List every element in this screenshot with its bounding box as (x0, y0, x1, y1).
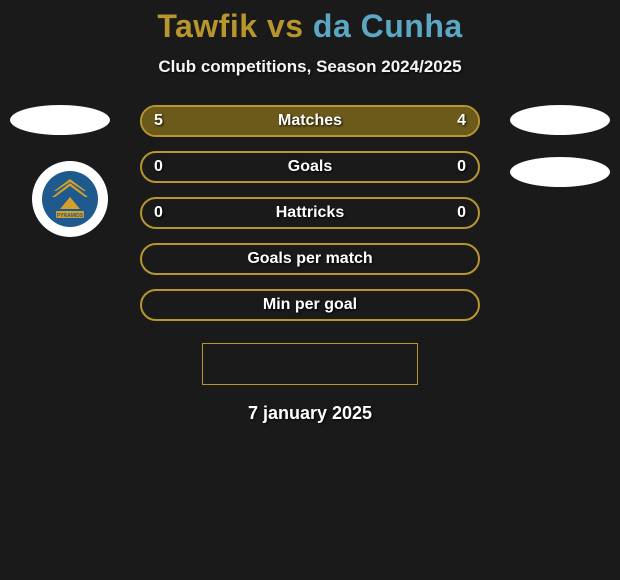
stat-row: Min per goal (140, 289, 480, 321)
title-vs: vs (258, 8, 313, 44)
chart-icon (240, 356, 262, 372)
stat-right-value: 0 (457, 158, 466, 176)
stat-left-value: 0 (154, 158, 163, 176)
player1-badge (10, 105, 110, 135)
date-text: 7 january 2025 (0, 403, 620, 424)
stat-row: 0 Hattricks 0 (140, 197, 480, 229)
title-player1: Tawfik (157, 8, 257, 44)
infographic-container: Tawfik vs da Cunha Club competitions, Se… (0, 0, 620, 424)
page-title: Tawfik vs da Cunha (0, 8, 620, 45)
stat-fill-right (327, 107, 478, 135)
player2-badge-2 (510, 157, 610, 187)
stat-label: Hattricks (276, 204, 344, 222)
stat-label: Goals (288, 158, 332, 176)
stat-left-value: 0 (154, 204, 163, 222)
stat-label: Matches (278, 112, 342, 130)
stat-label: Min per goal (263, 296, 357, 314)
content-area: PYRAMIDS 5 Matches 4 0 Goals 0 0 Hattricks 0 Goal… (0, 105, 620, 321)
stat-row: 0 Goals 0 (140, 151, 480, 183)
stat-row: Goals per match (140, 243, 480, 275)
watermark: FcTables.com (202, 343, 418, 385)
watermark-text: FcTables.com (268, 354, 381, 374)
pyramids-logo-icon: PYRAMIDS (40, 169, 100, 229)
title-player2: da Cunha (313, 8, 463, 44)
subtitle: Club competitions, Season 2024/2025 (0, 57, 620, 77)
stat-left-value: 5 (154, 112, 163, 130)
stat-right-value: 4 (457, 112, 466, 130)
player2-badge-1 (510, 105, 610, 135)
team-logo: PYRAMIDS (32, 161, 108, 237)
svg-text:PYRAMIDS: PYRAMIDS (57, 213, 84, 219)
stats-rows: 5 Matches 4 0 Goals 0 0 Hattricks 0 Goals per mat… (140, 105, 480, 321)
stat-label: Goals per match (247, 250, 372, 268)
stat-row: 5 Matches 4 (140, 105, 480, 137)
stat-right-value: 0 (457, 204, 466, 222)
